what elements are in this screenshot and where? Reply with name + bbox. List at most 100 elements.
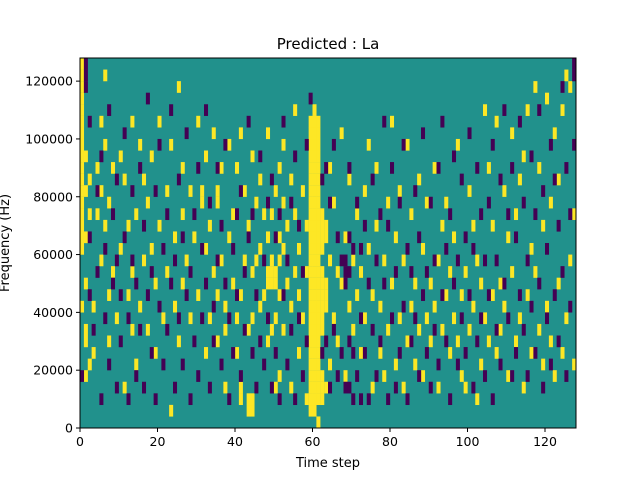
heatmap-cell-high: [308, 323, 313, 336]
heatmap-cell-high: [324, 381, 329, 394]
heatmap-cell-high: [308, 219, 313, 232]
heatmap-cell-low: [545, 243, 550, 255]
heatmap-cell-high: [180, 162, 185, 174]
heatmap-cell-low: [490, 138, 495, 151]
heatmap-cell-low: [390, 162, 395, 174]
heatmap-cell-low: [188, 393, 193, 406]
heatmap-cell-high: [405, 138, 410, 151]
heatmap-cell-high: [80, 81, 85, 93]
heatmap-cell-high: [362, 185, 367, 197]
heatmap-cell-low: [455, 254, 460, 267]
heatmap-cell-high: [308, 404, 313, 417]
heatmap-cell-high: [130, 115, 135, 128]
heatmap-cell-high: [525, 104, 530, 116]
heatmap-cell-high: [316, 358, 321, 371]
heatmap-cell-high: [440, 219, 445, 232]
heatmap-cell-high: [390, 277, 395, 290]
heatmap-cell-low: [370, 173, 375, 186]
heatmap-cell-high: [331, 312, 336, 325]
heatmap-cell-low: [273, 231, 278, 244]
heatmap-cell-high: [80, 69, 85, 82]
heatmap-cell-high: [103, 69, 108, 82]
heatmap-cell-high: [80, 219, 85, 232]
heatmap-cell-high: [560, 104, 565, 116]
heatmap-cell-low: [83, 69, 88, 82]
heatmap-cell-high: [370, 289, 375, 301]
heatmap-cell-high: [316, 312, 321, 325]
heatmap-cell-low: [502, 277, 507, 290]
heatmap-cell-low: [560, 81, 565, 93]
heatmap-cell-low: [134, 277, 139, 290]
heatmap-cell-high: [517, 312, 522, 325]
heatmap-cell-low: [545, 312, 550, 325]
heatmap-cell-low: [153, 393, 158, 406]
heatmap-cell-low: [471, 243, 476, 255]
heatmap-cell-low: [324, 162, 329, 174]
heatmap-cell-low: [145, 289, 150, 301]
heatmap-cell-low: [463, 231, 468, 244]
heatmap-cell-high: [552, 127, 557, 140]
heatmap-cell-low: [351, 393, 356, 406]
heatmap-cell-low: [366, 277, 371, 290]
heatmap-cell-high: [80, 243, 85, 255]
heatmap-cell-high: [564, 69, 569, 82]
heatmap-cell-low: [556, 335, 561, 348]
heatmap-cell-high: [269, 254, 274, 267]
heatmap-cell-low: [452, 150, 457, 163]
heatmap-cell-low: [568, 208, 573, 221]
heatmap-cell-low: [176, 312, 181, 325]
heatmap-cell-low: [242, 266, 247, 278]
heatmap-cell-low: [359, 393, 364, 406]
heatmap-cell-high: [316, 300, 321, 313]
heatmap-cell-high: [80, 300, 85, 313]
heatmap-cell-high: [130, 323, 135, 336]
heatmap-cell-high: [312, 289, 317, 301]
heatmap-cell-high: [184, 254, 189, 267]
heatmap-cell-high: [180, 208, 185, 221]
heatmap-cell-high: [312, 196, 317, 209]
heatmap-cell-high: [122, 173, 127, 186]
heatmap-cell-low: [572, 138, 577, 151]
heatmap-cell-high: [312, 208, 317, 221]
heatmap-cell-high: [475, 254, 480, 267]
heatmap-cell-high: [324, 219, 329, 232]
heatmap-cell-high: [262, 208, 267, 221]
heatmap-cell-high: [436, 381, 441, 394]
heatmap-cell-high: [235, 162, 240, 174]
heatmap-cell-high: [316, 347, 321, 359]
heatmap-cell-low: [118, 335, 123, 348]
heatmap-cell-high: [308, 254, 313, 267]
heatmap-cell-high: [80, 231, 85, 244]
heatmap-cell-high: [312, 254, 317, 267]
heatmap-cell-high: [83, 150, 88, 163]
heatmap-cell-high: [308, 358, 313, 371]
x-axis-label: Time step: [295, 456, 360, 471]
heatmap-cell-low: [459, 312, 464, 325]
heatmap-cell-high: [312, 104, 317, 116]
heatmap-cell-high: [312, 162, 317, 174]
heatmap-cell-high: [145, 323, 150, 336]
heatmap-cell-high: [316, 416, 321, 429]
heatmap-cell-low: [424, 266, 429, 278]
heatmap-cell-high: [308, 243, 313, 255]
heatmap-cell-high: [320, 323, 325, 336]
heatmap-cell-high: [308, 289, 313, 301]
heatmap-cell-high: [95, 162, 100, 174]
heatmap-cell-high: [463, 266, 468, 278]
heatmap-cell-high: [312, 243, 317, 255]
heatmap-cell-low: [397, 196, 402, 209]
heatmap-cell-low: [95, 185, 100, 197]
heatmap-cell-high: [196, 115, 201, 128]
heatmap-cell-high: [246, 404, 251, 417]
heatmap-cell-high: [304, 219, 309, 232]
heatmap-cell-high: [250, 404, 255, 417]
heatmap-cell-high: [479, 277, 484, 290]
heatmap-cell-high: [316, 185, 321, 197]
heatmap-cell-high: [444, 289, 449, 301]
heatmap-cell-high: [80, 208, 85, 221]
heatmap-cell-low: [359, 312, 364, 325]
heatmap-cell-high: [440, 323, 445, 336]
heatmap-cell-high: [316, 115, 321, 128]
heatmap-cell-high: [223, 323, 228, 336]
heatmap-cell-low: [521, 323, 526, 336]
